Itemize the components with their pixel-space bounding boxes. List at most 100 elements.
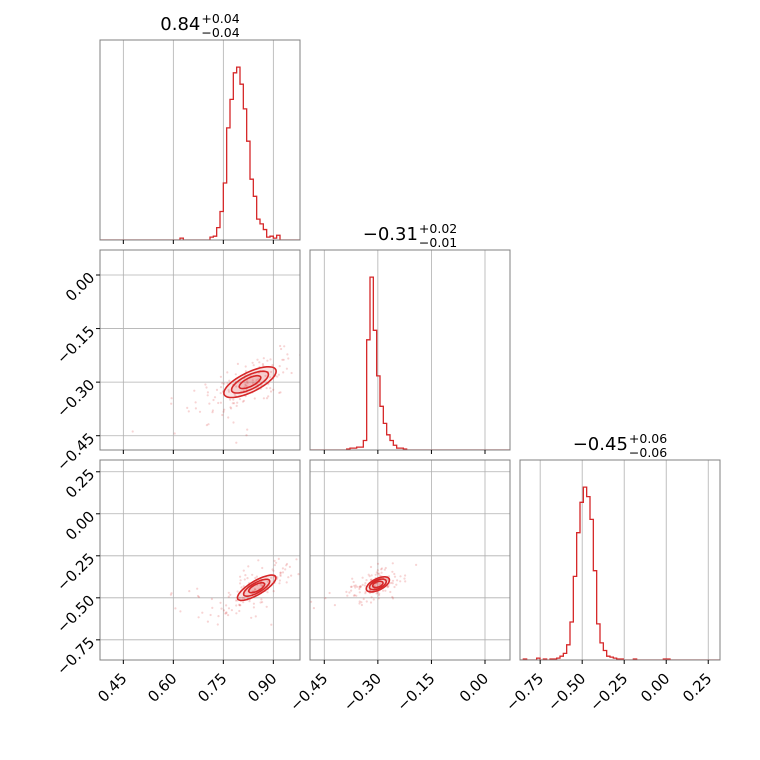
sample-point [206,391,209,394]
sample-point [361,576,364,579]
sample-point [328,591,331,595]
sample-point [393,575,397,578]
sample-point [201,611,204,614]
sample-point [278,582,281,585]
sample-point [264,374,267,377]
sample-point [255,575,258,578]
title-plus: +0.06 [629,431,667,446]
sample-point [279,574,282,578]
sample-point [269,390,273,393]
sample-point [376,591,379,594]
sample-point [295,558,298,561]
sample-point [227,390,231,393]
sample-point [384,589,387,592]
sample-point [251,361,254,364]
sample-point [245,434,248,437]
sample-point [213,396,217,399]
sample-point [238,398,242,401]
x-tick-label: −0.30 [340,669,385,714]
sample-point [194,401,197,404]
sample-point [211,411,214,414]
sample-point [170,397,173,400]
sample-point [282,371,285,374]
sample-point [360,603,363,607]
sample-point [262,397,265,400]
sample-point [279,571,282,574]
sample-point [221,382,224,385]
sample-point [376,562,380,565]
sample-point [247,565,250,568]
sample-point [310,600,313,603]
sample-point [241,400,245,403]
sample-point [261,601,264,604]
sample-point [229,398,232,401]
sample-point [235,404,238,407]
sample-point [391,562,394,565]
sample-point [242,399,246,402]
sample-point [248,600,251,603]
title-uncertainty: +0.06−0.06 [629,431,667,460]
sample-point [314,348,316,350]
sample-point [280,619,282,621]
sample-point [270,370,273,374]
sample-point [262,364,265,367]
panel-2-2: −0.45 +0.06−0.06 [519,431,721,664]
sample-point [196,587,199,590]
sample-point [269,358,272,361]
sample-point [267,395,270,398]
sample-point [285,367,288,370]
sample-point [239,579,242,582]
panel-2-1 [280,459,511,664]
sample-point [234,373,237,376]
title-uncertainty: +0.02−0.01 [419,221,457,250]
sample-point [232,421,235,424]
sample-point [353,594,356,597]
title-minus: −0.06 [629,445,667,460]
sample-point [186,406,189,409]
sample-point [281,567,284,570]
sample-point [351,577,354,580]
sample-point [206,620,209,623]
sample-point [194,407,197,410]
sample-point [279,391,282,394]
sample-point [271,364,274,367]
sample-point [235,612,238,615]
sample-point [369,601,373,604]
sample-point [217,615,220,618]
sample-point [278,579,281,582]
sample-point [241,596,244,599]
sample-point [256,358,259,361]
sample-point [244,574,247,577]
sample-point [284,568,287,571]
sample-point [261,363,264,366]
sample-point [278,365,281,368]
sample-point [395,583,398,586]
sample-point [255,379,258,382]
sample-point [379,583,382,586]
sample-point [372,598,375,601]
panel-1-1: −0.31 +0.02−0.01 [309,221,511,454]
sample-point [380,568,383,571]
sample-point [262,357,265,360]
sample-point [238,609,241,613]
sample-point [252,602,255,605]
sample-point [355,594,358,597]
sample-point [246,380,249,383]
sample-point [393,585,396,589]
sample-point [279,573,282,576]
sample-point [345,590,348,594]
contour-line [223,365,277,399]
sample-point [169,593,172,596]
y-tick-label: −0.30 [53,376,98,421]
sample-point [358,587,361,591]
sample-point [399,580,402,583]
sample-point [361,583,364,587]
x-tick-label: 0.75 [194,669,230,705]
panel-frame [309,249,511,451]
sample-point [253,587,256,591]
sample-point [251,379,254,382]
panel-frame [519,459,721,661]
y-tick-label: −0.45 [53,429,98,474]
sample-point [359,585,362,589]
sample-point [246,382,249,385]
